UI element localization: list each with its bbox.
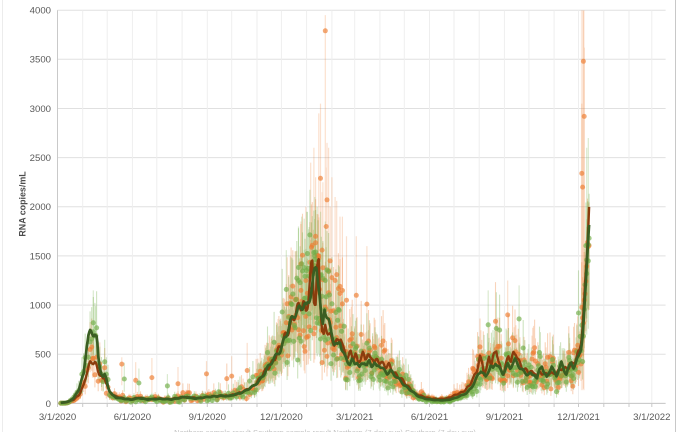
- svg-text:2000: 2000: [30, 202, 51, 213]
- svg-text:RNA copies/mL: RNA copies/mL: [18, 171, 28, 237]
- svg-text:2500: 2500: [30, 153, 51, 164]
- svg-text:3000: 3000: [30, 104, 51, 115]
- svg-text:4000: 4000: [30, 6, 51, 17]
- svg-text:6/1/2020: 6/1/2020: [114, 412, 151, 423]
- svg-text:12/1/2020: 12/1/2020: [260, 412, 303, 423]
- svg-text:9/1/2021: 9/1/2021: [486, 412, 523, 423]
- svg-text:3/1/2022: 3/1/2022: [633, 412, 670, 423]
- svg-text:1000: 1000: [30, 301, 51, 312]
- svg-text:6/1/2021: 6/1/2021: [411, 412, 448, 423]
- svg-text:9/1/2020: 9/1/2020: [189, 412, 226, 423]
- svg-text:3/1/2020: 3/1/2020: [39, 412, 76, 423]
- svg-text:0: 0: [46, 399, 51, 410]
- svg-text:3/1/2021: 3/1/2021: [336, 412, 373, 423]
- svg-text:3500: 3500: [30, 55, 51, 66]
- svg-text:1500: 1500: [30, 251, 51, 262]
- svg-text:12/1/2021: 12/1/2021: [557, 412, 600, 423]
- svg-text:500: 500: [35, 350, 51, 361]
- svg-text:Northern sample result Sout: Northern sample result Southern sample r…: [174, 428, 476, 432]
